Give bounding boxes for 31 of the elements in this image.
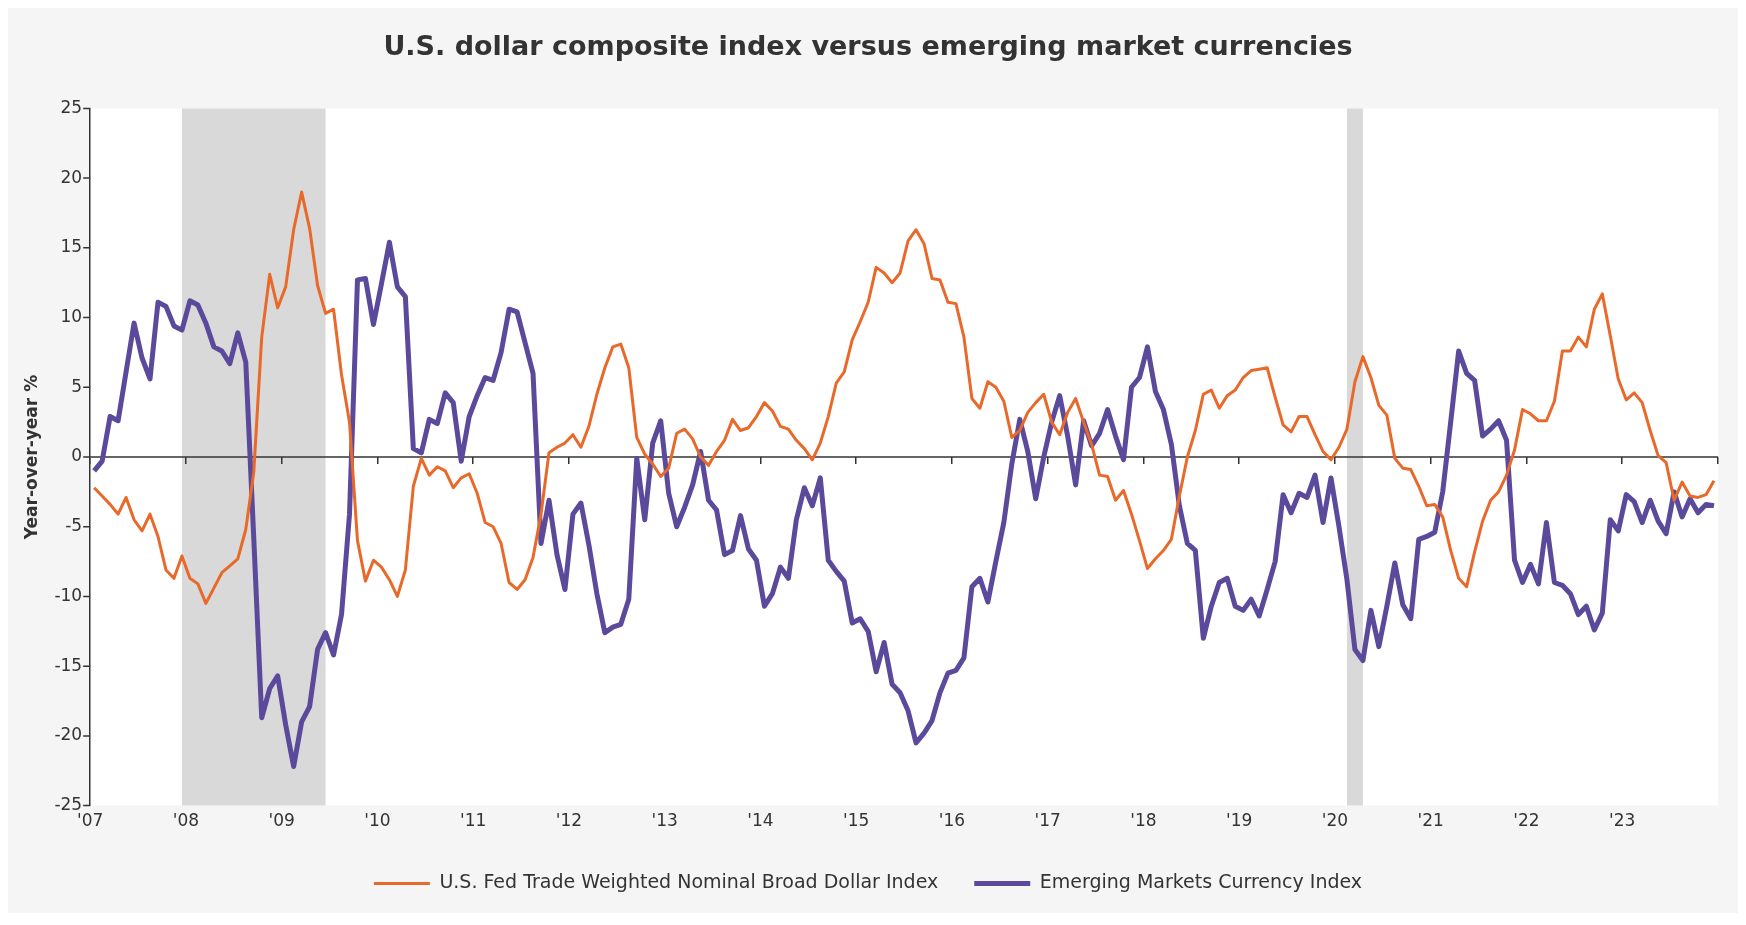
x-tick-label: '19 xyxy=(1226,810,1253,831)
x-tick-label: '08 xyxy=(172,810,200,831)
x-tick-label: '09 xyxy=(268,810,295,831)
x-tick-label: '13 xyxy=(651,810,678,831)
y-tick-label: -10 xyxy=(54,584,83,605)
y-tick-label: 25 xyxy=(60,96,83,117)
x-tick-label: '18 xyxy=(1130,810,1157,831)
x-tick-label: '16 xyxy=(938,810,966,831)
x-tick-label: '22 xyxy=(1513,810,1540,831)
x-tick-label: '20 xyxy=(1321,810,1349,831)
y-axis-title: Year-over-year % xyxy=(20,374,41,541)
x-tick-label: '21 xyxy=(1417,810,1444,831)
y-tick-label: 5 xyxy=(71,375,83,396)
y-tick-label: -5 xyxy=(65,515,83,536)
legend-label: Emerging Markets Currency Index xyxy=(1039,870,1363,893)
x-tick-label: '07 xyxy=(77,810,104,831)
chart-title: U.S. dollar composite index versus emerging market currencies xyxy=(383,30,1353,62)
x-tick-label: '15 xyxy=(843,810,870,831)
x-tick-label: '12 xyxy=(555,810,583,831)
x-tick-label: '10 xyxy=(364,810,391,831)
y-tick-label: 0 xyxy=(71,445,83,466)
y-tick-label: 10 xyxy=(60,305,83,326)
legend-label: U.S. Fed Trade Weighted Nominal Broad Dollar Index xyxy=(439,870,939,893)
y-tick-label: -15 xyxy=(54,654,83,675)
x-tick-label: '11 xyxy=(460,810,487,831)
x-tick-label: '14 xyxy=(747,810,774,831)
y-tick-label: 15 xyxy=(60,236,83,257)
y-tick-label: 20 xyxy=(60,166,83,187)
y-tick-label: -20 xyxy=(54,724,83,745)
x-tick-label: '23 xyxy=(1609,810,1636,831)
x-tick-label: '17 xyxy=(1034,810,1061,831)
